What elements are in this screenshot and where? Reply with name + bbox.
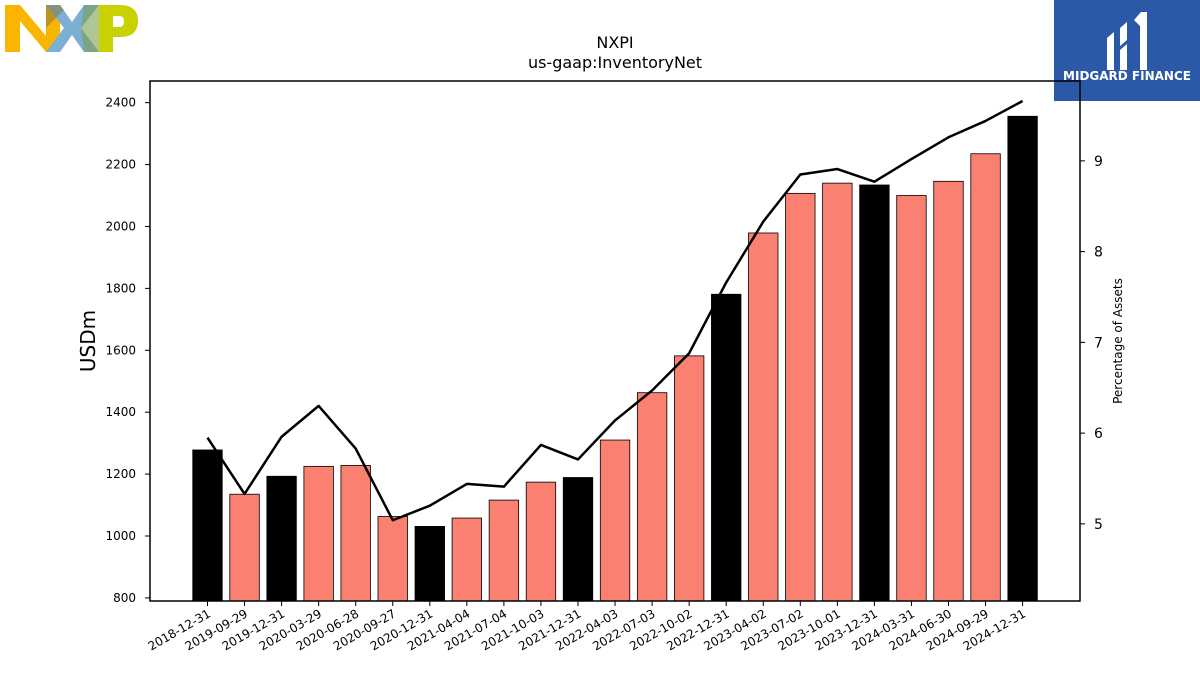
y-tick-label: 2200 [105, 158, 136, 172]
percentage-line [206, 99, 1024, 522]
bar-series [192, 115, 1038, 602]
bar-2021-04-04 [451, 517, 483, 602]
badge-text: MIDGARD FINANCE [1063, 69, 1191, 83]
bar-2022-12-31 [711, 293, 742, 602]
chart-subtitle: us-gaap:InventoryNet [528, 53, 702, 72]
y-axis-right: 5 6 7 8 9 [1080, 154, 1103, 533]
y-tick-label: 1400 [105, 405, 136, 419]
bar-2024-09-29 [970, 153, 1001, 602]
bar-2024-03-31 [896, 195, 927, 602]
bar-2023-12-31 [859, 184, 890, 602]
y-tick-label: 1000 [105, 529, 136, 543]
chart-title: NXPI [596, 33, 633, 52]
bar-2020-12-31 [414, 526, 445, 602]
bar-2019-12-31 [266, 475, 297, 602]
y-tick-label: 2400 [105, 96, 136, 110]
x-axis: 2018-12-312019-09-292019-12-312020-03-29… [146, 601, 1028, 653]
midgard-m-icon [1107, 12, 1147, 70]
y2-tick-label: 9 [1094, 154, 1103, 170]
bar-2019-09-29 [229, 493, 260, 602]
y2-tick-label: 5 [1094, 517, 1103, 533]
y-tick-label: 2000 [105, 219, 136, 233]
bar-2020-03-29 [303, 465, 334, 602]
y-axis-left: 800 1000 1200 1400 1600 1800 2000 2200 2400 [105, 96, 150, 605]
y-tick-label: 800 [113, 591, 136, 605]
logo-x-overlap-left [46, 5, 64, 28]
midgard-finance-badge: MIDGARD FINANCE [1054, 0, 1200, 101]
bar-2018-12-31 [192, 449, 223, 602]
logo-x-overlap-right [81, 5, 99, 52]
y-tick-label: 1200 [105, 467, 136, 481]
bar-2022-07-03 [636, 392, 668, 602]
y-tick-label: 1600 [105, 343, 136, 357]
y-axis-label: USDm [76, 310, 100, 372]
bar-2020-09-27 [377, 516, 408, 602]
y2-tick-label: 8 [1094, 245, 1103, 261]
bar-2020-06-28 [340, 465, 371, 602]
bar-2023-10-01 [822, 182, 853, 602]
y2-tick-label: 7 [1094, 335, 1103, 351]
bar-2021-10-03 [525, 481, 557, 602]
y2-tick-label: 6 [1094, 426, 1103, 442]
bar-2023-04-02 [748, 232, 779, 602]
bar-2022-04-03 [599, 439, 631, 602]
bar-2024-12-31 [1007, 115, 1038, 602]
bar-2021-07-04 [488, 499, 520, 602]
y-tick-label: 1800 [105, 281, 136, 295]
y2-axis-label: Percentage of Assets [1111, 278, 1125, 404]
bar-2022-10-02 [674, 355, 705, 602]
bar-2024-06-30 [933, 180, 964, 602]
logo-letter-p [99, 5, 138, 52]
bar-2023-07-02 [785, 192, 816, 602]
line-series [206, 99, 1024, 522]
bar-2021-12-31 [562, 477, 594, 602]
nxp-logo [5, 5, 138, 52]
